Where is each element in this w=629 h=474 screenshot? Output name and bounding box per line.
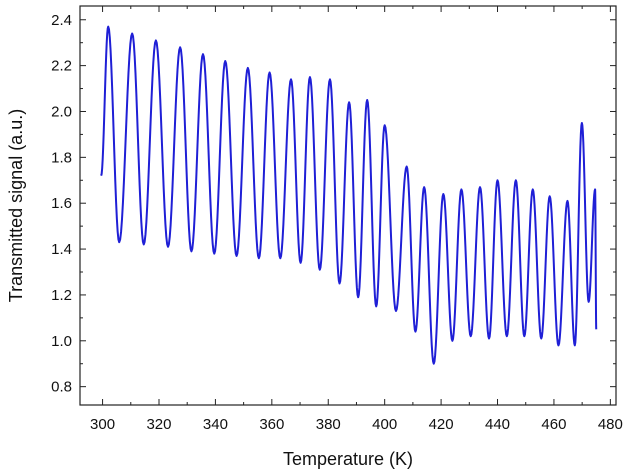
plot-frame: [79, 5, 617, 406]
x-tick-label: 420: [429, 416, 454, 433]
y-tick-label: 1.6: [51, 195, 72, 212]
y-tick-label: 1.8: [51, 149, 72, 166]
x-tick-label: 440: [485, 416, 510, 433]
x-tick-label: 300: [90, 416, 115, 433]
y-tick-label: 2.4: [51, 12, 72, 29]
x-tick-label: 360: [259, 416, 284, 433]
x-tick-label: 460: [541, 416, 566, 433]
x-tick-label: 320: [146, 416, 171, 433]
x-tick-label: 400: [372, 416, 397, 433]
x-tick-label: 340: [203, 416, 228, 433]
y-tick-label: 2.2: [51, 58, 72, 75]
y-tick-label: 1.4: [51, 241, 72, 258]
y-tick-label: 1.2: [51, 287, 72, 304]
signal-series-line: [100, 25, 598, 365]
x-axis-title: Temperature (K): [283, 449, 413, 469]
y-tick-label: 0.8: [51, 379, 72, 396]
x-tick-label: 380: [316, 416, 341, 433]
y-axis-title: Transmitted signal (a.u.): [6, 109, 26, 302]
y-tick-label: 2.0: [51, 103, 72, 120]
y-tick-label: 1.0: [51, 333, 72, 350]
x-tick-label: 480: [598, 416, 623, 433]
